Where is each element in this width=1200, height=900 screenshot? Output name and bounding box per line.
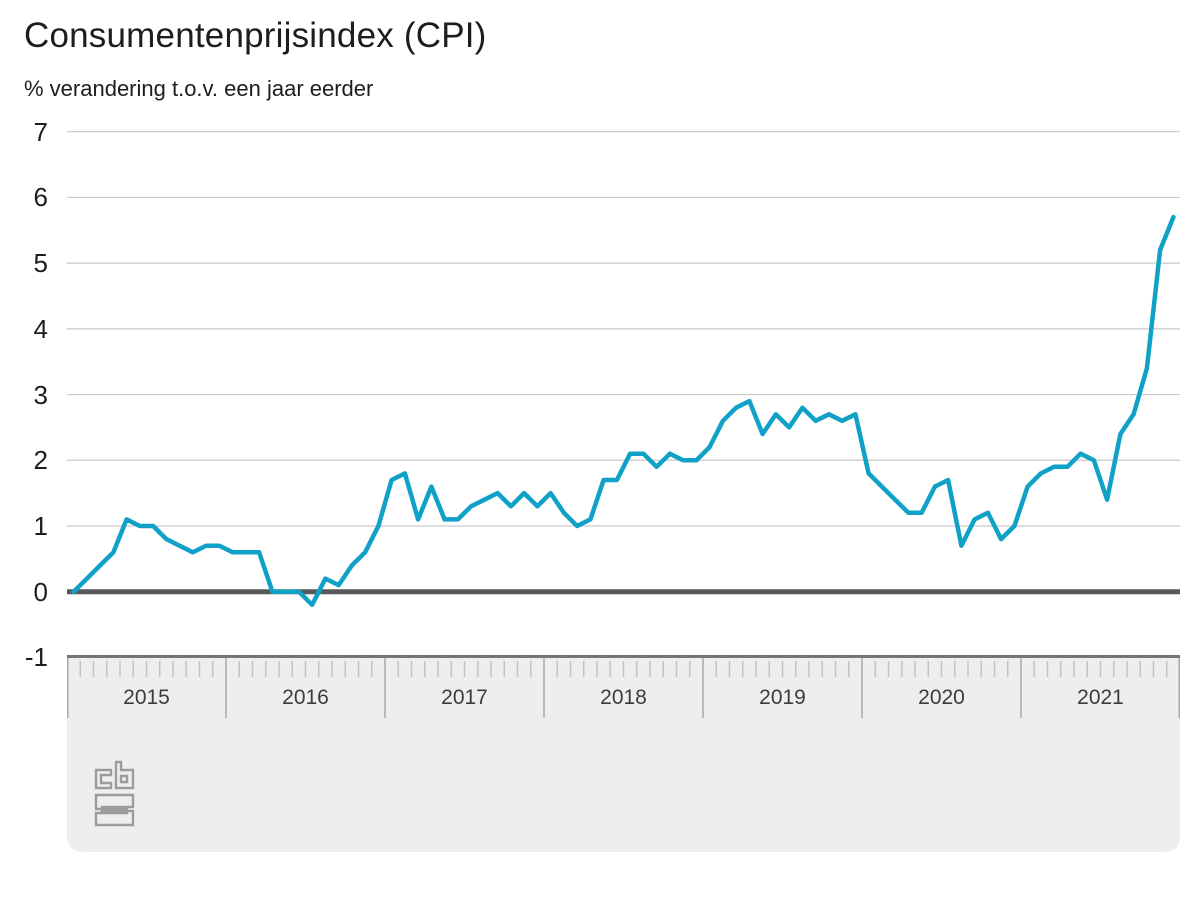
year-label: 2015	[123, 686, 170, 709]
y-tick-label: -1	[24, 642, 48, 673]
y-tick-label: 5	[33, 248, 48, 279]
y-tick-label: 2	[33, 445, 48, 476]
y-tick-label: 1	[33, 510, 48, 541]
y-tick-label: 4	[33, 313, 48, 344]
year-label: 2018	[600, 686, 647, 709]
year-label: 2016	[282, 686, 329, 709]
chart-subtitle: % verandering t.o.v. een jaar eerder	[24, 76, 374, 101]
chart-title: Consumentenprijsindex (CPI)	[24, 16, 487, 55]
cbs-logo-c	[94, 768, 113, 790]
cbs-logo-b-counter	[119, 774, 129, 784]
year-label: 2019	[759, 686, 806, 709]
year-label: 2017	[441, 686, 488, 709]
x-axis-band: 2015 2016 2017 2018 2019 2020 2021	[67, 655, 1180, 852]
y-tick-label: 6	[33, 182, 48, 213]
y-tick-label: 3	[33, 379, 48, 410]
year-label: 2020	[918, 686, 965, 709]
y-tick-label: 7	[33, 116, 48, 147]
y-tick-label: 0	[33, 576, 48, 607]
cbs-logo	[94, 760, 135, 827]
cbs-logo-b	[114, 760, 135, 790]
cpi-line-series	[71, 214, 1176, 608]
year-label: 2021	[1077, 686, 1124, 709]
x-axis-ticks-svg	[67, 658, 1180, 718]
cbs-logo-s	[94, 793, 135, 827]
